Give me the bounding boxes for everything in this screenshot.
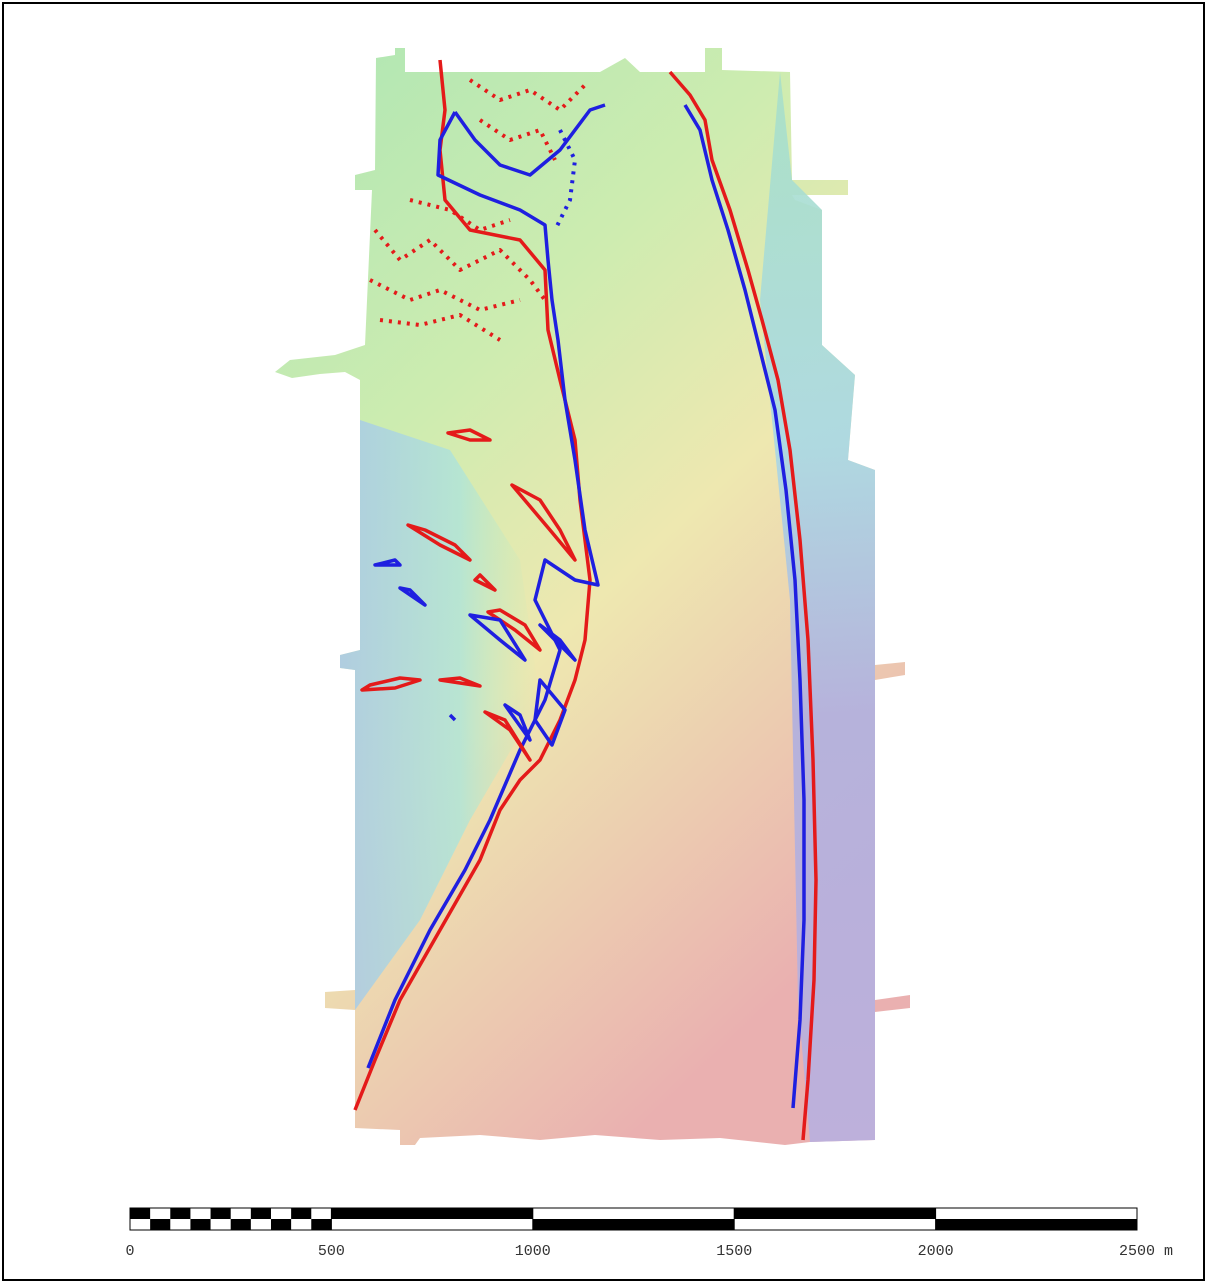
tick-label: 500 xyxy=(318,1243,345,1260)
tick-label: 2000 xyxy=(918,1243,954,1260)
tick-label: 1000 xyxy=(515,1243,551,1260)
scale-cell xyxy=(936,1219,1137,1230)
scale-cell xyxy=(190,1219,210,1230)
scale-cell xyxy=(170,1208,190,1219)
tick-label: 2500 m xyxy=(1119,1243,1173,1260)
map-figure: 0 500 1000 1500 2000 2500 m xyxy=(0,0,1207,1283)
scale-cell xyxy=(331,1208,532,1219)
scale-cell xyxy=(271,1219,291,1230)
scale-cell xyxy=(130,1208,150,1219)
tick-label: 1500 xyxy=(716,1243,752,1260)
scale-cell xyxy=(211,1208,231,1219)
scale-cell xyxy=(734,1208,935,1219)
scale-cell xyxy=(291,1208,311,1219)
scale-cell xyxy=(251,1208,271,1219)
tick-label: 0 xyxy=(125,1243,134,1260)
scale-cell xyxy=(533,1219,734,1230)
scale-cell xyxy=(150,1219,170,1230)
scale-cell xyxy=(231,1219,251,1230)
scale-cell xyxy=(311,1219,331,1230)
